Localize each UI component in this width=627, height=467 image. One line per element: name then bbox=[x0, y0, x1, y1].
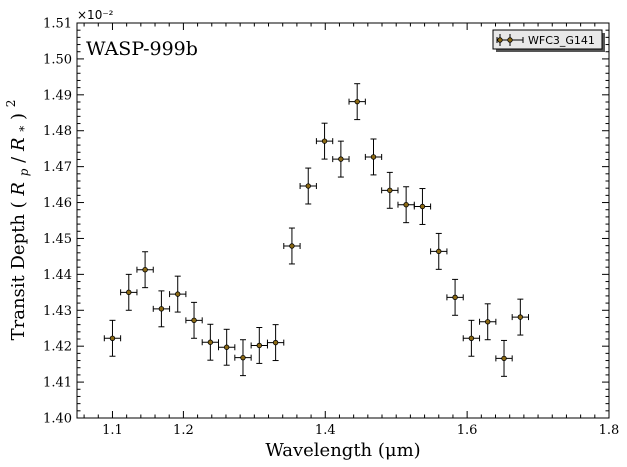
legend-marker-dot bbox=[507, 37, 513, 43]
data-marker bbox=[338, 156, 344, 162]
data-point bbox=[315, 122, 334, 160]
data-point bbox=[120, 273, 138, 311]
data-point bbox=[234, 339, 252, 377]
data-point bbox=[446, 278, 464, 316]
data-point bbox=[283, 227, 301, 265]
data-marker bbox=[419, 203, 426, 210]
x-tick-labels: 1.1 1.2 1.4 1.6 1.8 bbox=[102, 423, 619, 438]
legend-label: WFC3_G141 bbox=[528, 34, 595, 47]
data-point bbox=[479, 303, 497, 341]
data-point bbox=[266, 324, 285, 362]
data-marker bbox=[305, 183, 311, 189]
y-axis-label-r-p: R bbox=[8, 182, 29, 197]
y-tick-label: 1.51 bbox=[43, 17, 72, 32]
data-marker bbox=[387, 187, 393, 194]
data-marker bbox=[272, 339, 279, 346]
data-point bbox=[250, 327, 268, 364]
data-marker bbox=[468, 335, 475, 341]
y-scale-label: ×10⁻² bbox=[77, 8, 114, 22]
axis-ticks bbox=[77, 22, 610, 419]
y-axis-label-open-paren: ( bbox=[8, 201, 29, 208]
data-marker bbox=[485, 319, 491, 325]
data-point bbox=[381, 171, 399, 209]
data-marker bbox=[354, 98, 360, 105]
data-marker bbox=[321, 138, 328, 144]
data-marker bbox=[126, 289, 132, 296]
data-marker bbox=[142, 266, 148, 273]
data-point bbox=[348, 83, 366, 121]
y-tick-labels: 1.40 1.41 1.42 1.43 1.44 1.45 1.46 1.47 1.48 1.49… bbox=[43, 17, 72, 427]
data-point bbox=[332, 140, 350, 178]
data-point bbox=[218, 328, 236, 366]
y-axis-label-sub-star: * bbox=[17, 126, 31, 132]
x-tick-label: 1.6 bbox=[457, 423, 478, 438]
data-marker bbox=[109, 335, 116, 341]
x-tick-label: 1.1 bbox=[102, 423, 123, 438]
x-tick-label: 1.2 bbox=[173, 423, 194, 438]
data-marker bbox=[207, 339, 214, 345]
data-point bbox=[103, 319, 122, 357]
y-axis-label-sup-2: 2 bbox=[4, 100, 18, 108]
x-tick-label: 1.8 bbox=[599, 423, 620, 438]
y-axis-label-close-paren: ) bbox=[8, 113, 29, 120]
data-point bbox=[413, 188, 432, 225]
data-point bbox=[462, 319, 481, 357]
legend-marker bbox=[496, 34, 524, 46]
data-marker bbox=[403, 201, 409, 208]
y-tick-label: 1.44 bbox=[43, 268, 72, 283]
y-axis-label-sub-p: p bbox=[17, 168, 31, 176]
data-marker bbox=[452, 294, 458, 301]
data-marker bbox=[158, 306, 165, 312]
legend-marker-dot bbox=[497, 37, 503, 43]
data-point bbox=[495, 339, 513, 377]
y-tick-label: 1.45 bbox=[43, 232, 72, 247]
y-axis-label-slash: / bbox=[8, 156, 29, 163]
data-marker bbox=[501, 355, 507, 362]
data-marker bbox=[289, 243, 295, 249]
data-point bbox=[152, 290, 171, 328]
data-marker bbox=[191, 317, 197, 324]
data-points bbox=[103, 83, 529, 377]
data-marker bbox=[436, 248, 442, 255]
y-tick-label: 1.41 bbox=[43, 376, 72, 391]
data-point bbox=[430, 232, 448, 270]
data-point bbox=[201, 323, 220, 361]
data-marker bbox=[370, 154, 377, 160]
data-marker bbox=[240, 354, 246, 361]
x-axis-label: Wavelength (μm) bbox=[265, 440, 420, 461]
y-tick-label: 1.43 bbox=[43, 304, 72, 319]
y-axis-label-text: Transit Depth bbox=[8, 208, 29, 340]
data-marker bbox=[256, 342, 262, 349]
data-point bbox=[136, 251, 154, 289]
x-tick-label: 1.4 bbox=[315, 423, 336, 438]
data-point bbox=[185, 301, 203, 339]
y-tick-label: 1.42 bbox=[43, 340, 72, 355]
data-marker bbox=[223, 344, 230, 350]
data-marker bbox=[517, 314, 524, 320]
legend-box bbox=[492, 29, 603, 50]
data-point bbox=[397, 186, 415, 224]
y-tick-label: 1.48 bbox=[43, 124, 72, 139]
y-axis-label: Transit Depth ( R p / R * ) 2 bbox=[4, 100, 33, 341]
y-tick-label: 1.47 bbox=[43, 160, 72, 175]
plot-frame bbox=[76, 22, 610, 419]
data-point bbox=[299, 167, 317, 205]
data-point bbox=[511, 298, 529, 336]
y-tick-label: 1.40 bbox=[43, 412, 72, 427]
y-tick-label: 1.46 bbox=[43, 196, 72, 211]
legend: WFC3_G141 bbox=[492, 29, 605, 52]
planet-label: WASP-999b bbox=[86, 38, 198, 60]
y-tick-label: 1.50 bbox=[43, 52, 72, 67]
y-tick-label: 1.49 bbox=[43, 88, 72, 103]
data-marker bbox=[175, 291, 181, 297]
data-point bbox=[169, 275, 187, 313]
data-point bbox=[364, 138, 383, 176]
y-axis-label-r-star: R bbox=[8, 137, 29, 152]
